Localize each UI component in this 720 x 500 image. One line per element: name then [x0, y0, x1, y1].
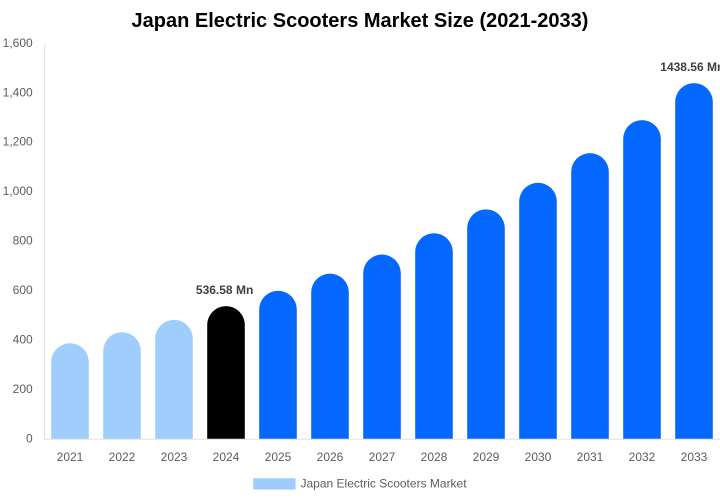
- svg-text:2033: 2033: [681, 450, 708, 464]
- svg-text:0: 0: [26, 431, 33, 445]
- svg-text:2025: 2025: [265, 450, 292, 464]
- svg-text:2022: 2022: [109, 450, 136, 464]
- svg-text:2028: 2028: [421, 450, 448, 464]
- svg-text:2030: 2030: [525, 450, 552, 464]
- svg-text:2031: 2031: [577, 450, 604, 464]
- svg-text:1,000: 1,000: [3, 184, 33, 198]
- svg-text:2029: 2029: [473, 450, 500, 464]
- svg-text:1,200: 1,200: [3, 135, 33, 149]
- svg-text:2032: 2032: [629, 450, 656, 464]
- svg-text:600: 600: [13, 283, 33, 297]
- svg-text:2027: 2027: [369, 450, 396, 464]
- svg-text:200: 200: [13, 382, 33, 396]
- svg-text:1,400: 1,400: [3, 85, 33, 99]
- svg-text:800: 800: [13, 234, 33, 248]
- svg-text:2024: 2024: [213, 450, 240, 464]
- svg-text:2021: 2021: [57, 450, 84, 464]
- svg-text:400: 400: [13, 333, 33, 347]
- svg-text:Japan Electric Scooters Market: Japan Electric Scooters Market: [301, 476, 468, 490]
- svg-text:1,600: 1,600: [3, 36, 33, 50]
- svg-text:2026: 2026: [317, 450, 344, 464]
- svg-text:2023: 2023: [161, 450, 188, 464]
- svg-text:536.58 Mn: 536.58 Mn: [196, 283, 253, 297]
- svg-text:Japan Electric Scooters Market: Japan Electric Scooters Market Size (202…: [132, 10, 589, 32]
- svg-text:1438.56 Mn: 1438.56 Mn: [660, 60, 720, 74]
